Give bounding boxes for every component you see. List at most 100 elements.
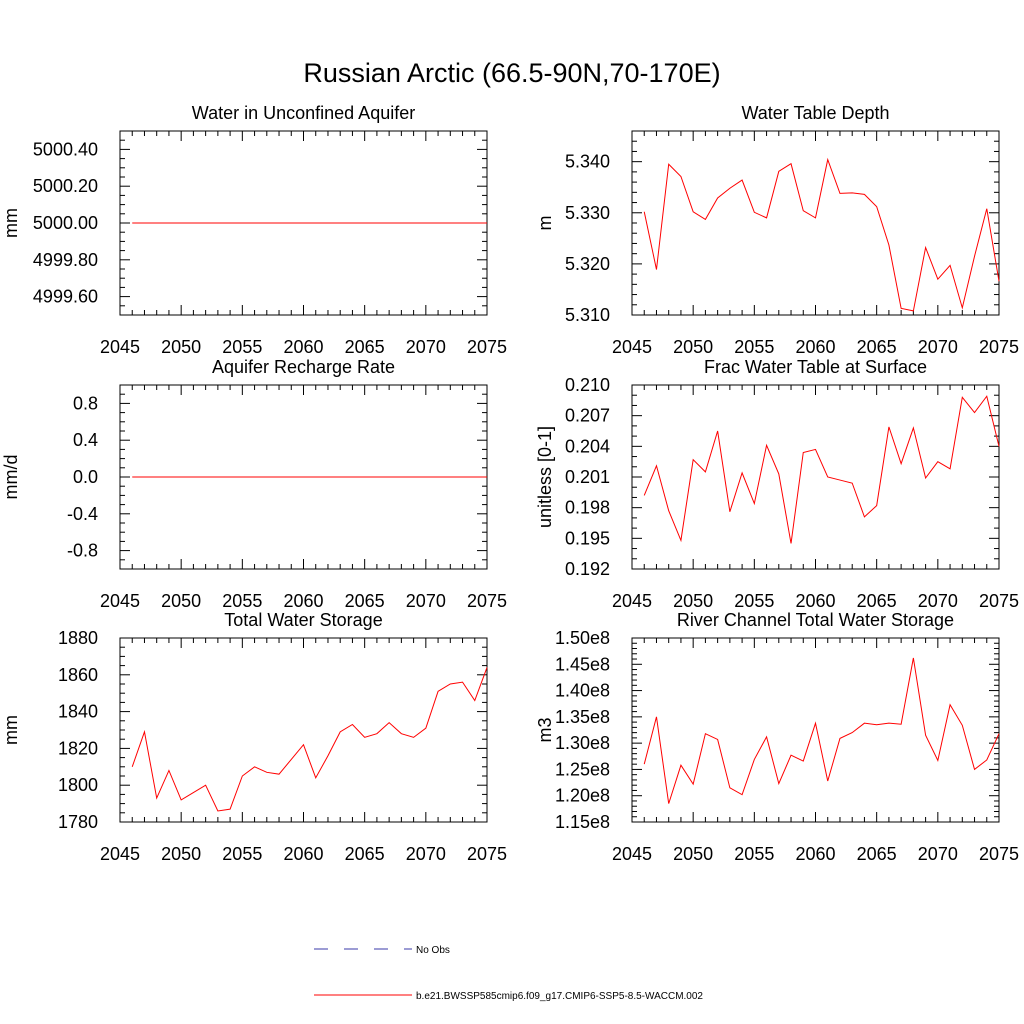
panel-title: Water in Unconfined Aquifer (192, 103, 415, 123)
plot-frame (631, 384, 1000, 570)
y-tick-label: 4999.80 (33, 250, 98, 270)
panel-title: Water Table Depth (741, 103, 889, 123)
y-axis-label: mm (1, 715, 21, 745)
x-tick-label: 2070 (918, 337, 958, 357)
y-axis-label: mm/d (1, 455, 21, 500)
x-tick-label: 2055 (222, 844, 262, 864)
y-tick-label: 1.50e8 (555, 628, 610, 648)
panel-water-table-depth: Water Table Depth m 2045 2050 2055 2060 2065 20… (535, 103, 1019, 357)
series-line (131, 667, 488, 812)
x-tick-label: 2075 (467, 844, 507, 864)
plot-frame (631, 637, 1000, 823)
series-line (643, 157, 1000, 312)
y-axis-label: mm (1, 208, 21, 238)
y-tick-label: 0.210 (565, 375, 610, 395)
x-tick-label: 2050 (161, 591, 201, 611)
panel-title: Total Water Storage (224, 610, 382, 630)
x-tick-label: 2075 (979, 591, 1019, 611)
y-tick-label: 0.204 (565, 436, 610, 456)
x-tick-label: 2050 (673, 337, 713, 357)
x-tick-label: 2060 (795, 337, 835, 357)
y-tick-label: 4999.60 (33, 287, 98, 307)
x-tick-label: 2060 (283, 337, 323, 357)
x-tick-label: 2075 (979, 844, 1019, 864)
y-tick-label: 1860 (58, 665, 98, 685)
legend: No Obs b.e21.BWSSP585cmip6.f09_g17.CMIP6… (314, 945, 703, 1002)
x-tick-label: 2060 (283, 591, 323, 611)
x-tick-label: 2050 (673, 844, 713, 864)
panel-water-in-unconfined-aquifer: Water in Unconfined Aquifer mm 2045 2050 205… (1, 103, 507, 357)
x-tick-label: 2070 (406, 591, 446, 611)
y-tick-label: 1.25e8 (555, 759, 610, 779)
panel-title: Frac Water Table at Surface (704, 357, 927, 377)
x-tick-label: 2055 (734, 337, 774, 357)
x-tick-label: 2050 (161, 337, 201, 357)
panel-total-water-storage: Total Water Storage mm 2045 2050 2055 2060 206… (1, 610, 507, 864)
x-tick-label: 2070 (918, 844, 958, 864)
x-tick-label: 2065 (345, 337, 385, 357)
y-tick-label: 0.201 (565, 467, 610, 487)
x-tick-label: 2045 (100, 591, 140, 611)
y-tick-label: 0.8 (73, 393, 98, 413)
x-tick-label: 2045 (612, 337, 652, 357)
y-axis-label: m (535, 216, 555, 231)
panel-frac-water-table-at-surface: Frac Water Table at Surface unitless [0-1… (535, 357, 1019, 611)
x-tick-label: 2060 (283, 844, 323, 864)
x-tick-label: 2060 (795, 591, 835, 611)
y-tick-label: 5000.40 (33, 139, 98, 159)
y-tick-label: 5000.20 (33, 176, 98, 196)
y-tick-label: 1880 (58, 628, 98, 648)
x-tick-label: 2065 (345, 844, 385, 864)
y-tick-label: 5000.00 (33, 213, 98, 233)
y-tick-label: -0.8 (67, 541, 98, 561)
y-axis-label: unitless [0-1] (535, 426, 555, 528)
panel-title: River Channel Total Water Storage (677, 610, 954, 630)
x-tick-label: 2075 (979, 337, 1019, 357)
legend-label-model: b.e21.BWSSP585cmip6.f09_g17.CMIP6-SSP5-8… (416, 991, 703, 1002)
x-tick-label: 2050 (673, 591, 713, 611)
x-tick-label: 2055 (734, 844, 774, 864)
y-tick-label: 0.192 (565, 559, 610, 579)
y-tick-label: 1780 (58, 812, 98, 832)
x-tick-label: 2065 (857, 591, 897, 611)
x-tick-label: 2070 (406, 337, 446, 357)
x-tick-label: 2075 (467, 591, 507, 611)
y-tick-label: 1.30e8 (555, 733, 610, 753)
y-tick-label: 1800 (58, 775, 98, 795)
x-tick-label: 2070 (406, 844, 446, 864)
figure-title: Russian Arctic (66.5-90N,70-170E) (303, 58, 720, 88)
x-tick-label: 2045 (612, 844, 652, 864)
y-axis-label: m3 (535, 717, 555, 742)
y-tick-label: 5.320 (565, 254, 610, 274)
x-tick-label: 2075 (467, 337, 507, 357)
x-tick-label: 2070 (918, 591, 958, 611)
series-line (643, 657, 1000, 804)
y-tick-label: 1.35e8 (555, 707, 610, 727)
panel-river-channel-total-water-storage: River Channel Total Water Storage m3 2045 2… (535, 610, 1019, 864)
x-tick-label: 2055 (222, 591, 262, 611)
legend-label-obs: No Obs (416, 945, 450, 956)
x-tick-label: 2060 (795, 844, 835, 864)
y-tick-label: 0.4 (73, 430, 98, 450)
x-tick-label: 2065 (857, 337, 897, 357)
x-tick-label: 2055 (222, 337, 262, 357)
y-tick-label: 1.20e8 (555, 786, 610, 806)
y-tick-label: 5.330 (565, 203, 610, 223)
x-tick-label: 2045 (612, 591, 652, 611)
y-tick-label: 1820 (58, 738, 98, 758)
y-tick-label: 1.45e8 (555, 654, 610, 674)
y-tick-label: 1840 (58, 702, 98, 722)
y-tick-label: 5.310 (565, 305, 610, 325)
x-tick-label: 2050 (161, 844, 201, 864)
x-tick-label: 2065 (857, 844, 897, 864)
y-tick-label: 1.40e8 (555, 681, 610, 701)
panel-aquifer-recharge-rate: Aquifer Recharge Rate mm/d 2045 2050 2055 206… (1, 357, 507, 611)
x-tick-label: 2045 (100, 337, 140, 357)
y-tick-label: 0.207 (565, 406, 610, 426)
x-tick-label: 2065 (345, 591, 385, 611)
panel-title: Aquifer Recharge Rate (212, 357, 395, 377)
y-tick-label: 0.198 (565, 498, 610, 518)
x-tick-label: 2045 (100, 844, 140, 864)
y-tick-label: 1.15e8 (555, 812, 610, 832)
